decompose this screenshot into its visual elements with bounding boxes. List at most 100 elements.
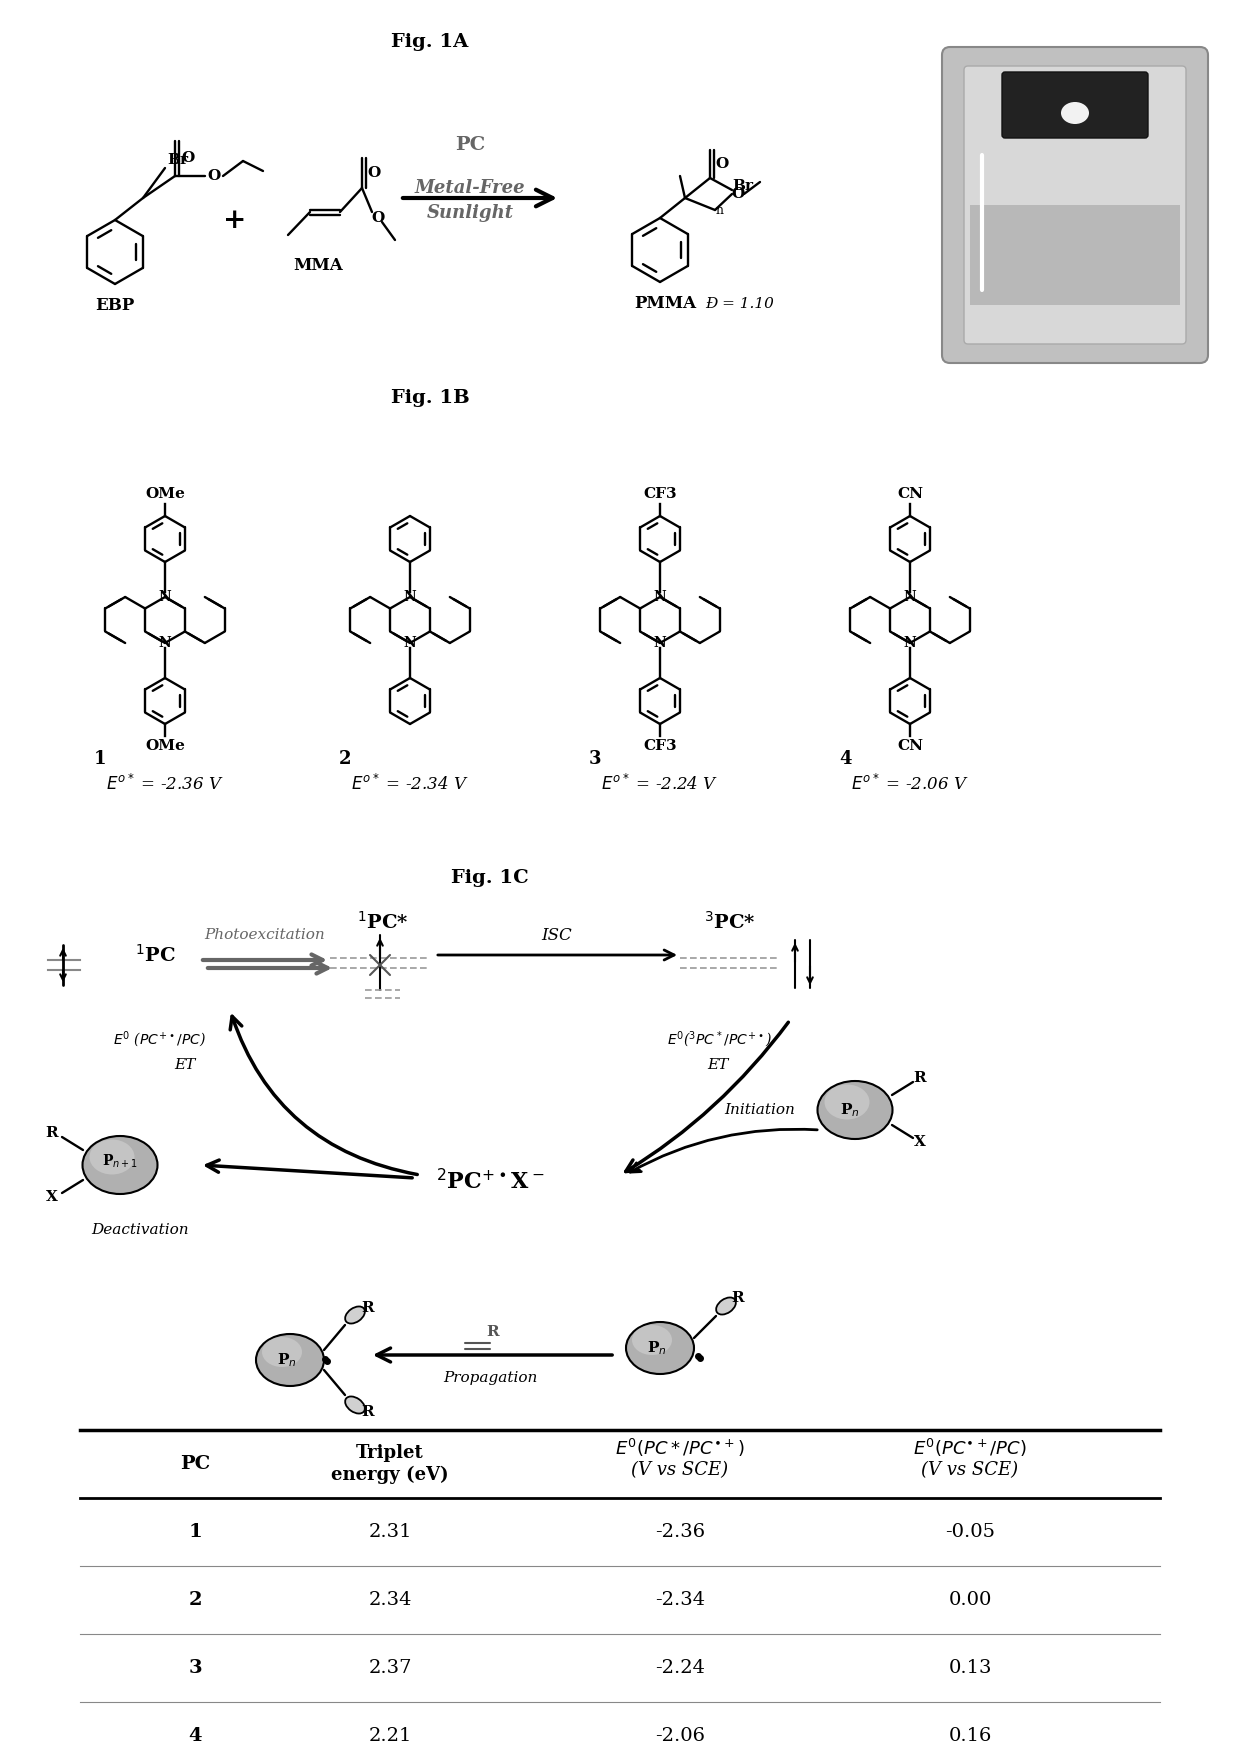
Text: N: N [404, 590, 417, 604]
Ellipse shape [83, 1135, 157, 1193]
Text: $E^{o*}$ = -2.06 V: $E^{o*}$ = -2.06 V [851, 774, 968, 794]
Text: P$_n$: P$_n$ [278, 1352, 296, 1369]
Text: 2.31: 2.31 [368, 1522, 412, 1542]
Text: N: N [159, 590, 171, 604]
Text: O: O [207, 169, 221, 183]
Text: R: R [46, 1126, 58, 1140]
Text: P$_n$: P$_n$ [841, 1102, 859, 1119]
Text: $E^0(PC*/PC^{\bullet+})$
(V vs SCE): $E^0(PC*/PC^{\bullet+})$ (V vs SCE) [615, 1436, 745, 1480]
Text: Br: Br [733, 180, 754, 194]
Text: Metal-Free: Metal-Free [414, 180, 526, 197]
Text: -2.06: -2.06 [655, 1727, 706, 1744]
Text: PC: PC [180, 1456, 210, 1473]
FancyBboxPatch shape [942, 48, 1208, 363]
Text: N: N [404, 635, 417, 649]
Text: -0.05: -0.05 [945, 1522, 994, 1542]
Text: 3: 3 [589, 750, 601, 767]
Text: 4: 4 [839, 750, 852, 767]
Text: R: R [486, 1325, 500, 1339]
Text: OMe: OMe [145, 739, 185, 753]
Text: ET: ET [175, 1058, 196, 1072]
Text: EBP: EBP [95, 297, 135, 315]
Text: PC: PC [455, 136, 485, 153]
Text: -2.36: -2.36 [655, 1522, 706, 1542]
Text: Br: Br [167, 153, 188, 167]
Text: N: N [904, 635, 916, 649]
Text: n: n [715, 204, 724, 216]
Text: Fig. 1B: Fig. 1B [391, 389, 470, 407]
Text: $E^{o*}$ = -2.34 V: $E^{o*}$ = -2.34 V [351, 774, 469, 794]
Text: OMe: OMe [145, 488, 185, 502]
Text: Đ = 1.10: Đ = 1.10 [706, 297, 775, 312]
Ellipse shape [345, 1396, 365, 1413]
Text: Triplet
energy (eV): Triplet energy (eV) [331, 1445, 449, 1484]
Text: X: X [46, 1190, 58, 1204]
Ellipse shape [89, 1139, 134, 1174]
Text: N: N [904, 590, 916, 604]
Text: O: O [367, 165, 381, 180]
Text: 1: 1 [188, 1522, 202, 1542]
Text: CN: CN [897, 488, 923, 502]
Text: R: R [732, 1292, 744, 1304]
Text: 4: 4 [188, 1727, 202, 1744]
Text: N: N [159, 635, 171, 649]
Text: PMMA: PMMA [634, 296, 696, 313]
Ellipse shape [1061, 102, 1089, 123]
Text: -2.34: -2.34 [655, 1591, 706, 1609]
Text: 2.37: 2.37 [368, 1660, 412, 1677]
Ellipse shape [717, 1297, 735, 1315]
Text: R: R [914, 1072, 926, 1084]
Text: P$_{n+1}$: P$_{n+1}$ [102, 1153, 138, 1170]
Text: $E^0(PC^{\bullet+}/PC)$
(V vs SCE): $E^0(PC^{\bullet+}/PC)$ (V vs SCE) [913, 1436, 1027, 1480]
Text: $E^0$ ($PC^{+\bullet}/PC$): $E^0$ ($PC^{+\bullet}/PC$) [114, 1030, 207, 1051]
FancyBboxPatch shape [1002, 72, 1148, 137]
Ellipse shape [825, 1084, 869, 1119]
Text: $^1$PC*: $^1$PC* [357, 912, 409, 933]
Ellipse shape [262, 1338, 303, 1368]
Text: Propagation: Propagation [443, 1371, 537, 1385]
Text: -2.24: -2.24 [655, 1660, 706, 1677]
Text: 2.34: 2.34 [368, 1591, 412, 1609]
Text: $E^{o*}$ = -2.36 V: $E^{o*}$ = -2.36 V [107, 774, 223, 794]
Text: 2: 2 [188, 1591, 202, 1609]
Text: Initiation: Initiation [724, 1104, 795, 1118]
Text: $^1$PC: $^1$PC [135, 943, 175, 966]
Ellipse shape [632, 1325, 672, 1355]
Bar [970, 204, 1180, 304]
Text: O: O [715, 157, 729, 171]
FancyBboxPatch shape [963, 65, 1185, 343]
Ellipse shape [626, 1322, 694, 1375]
Ellipse shape [255, 1334, 324, 1385]
Text: 1: 1 [94, 750, 107, 767]
Text: $^2$PC$^{+\bullet}$X$^-$: $^2$PC$^{+\bullet}$X$^-$ [435, 1169, 544, 1195]
Text: Sunlight: Sunlight [427, 204, 513, 222]
Text: N: N [653, 635, 666, 649]
Text: Photoexcitation: Photoexcitation [205, 928, 325, 942]
Text: X: X [914, 1135, 926, 1149]
Text: 3: 3 [188, 1660, 202, 1677]
Text: CF3: CF3 [644, 488, 677, 502]
Text: 0.16: 0.16 [949, 1727, 992, 1744]
Text: 2.21: 2.21 [368, 1727, 412, 1744]
Text: MMA: MMA [293, 257, 343, 273]
Text: P$_n$: P$_n$ [647, 1339, 667, 1357]
Text: ET: ET [707, 1058, 729, 1072]
Text: $^3$PC*: $^3$PC* [704, 912, 755, 933]
Text: CF3: CF3 [644, 739, 677, 753]
Text: O: O [181, 151, 195, 165]
Text: +: + [223, 206, 247, 234]
Text: Fig. 1C: Fig. 1C [451, 869, 529, 887]
Text: 0.13: 0.13 [949, 1660, 992, 1677]
Text: O: O [371, 211, 384, 225]
Text: Deactivation: Deactivation [92, 1223, 188, 1237]
Text: O: O [732, 187, 745, 201]
Text: N: N [653, 590, 666, 604]
Text: $E^{o*}$ = -2.24 V: $E^{o*}$ = -2.24 V [601, 774, 718, 794]
Text: $E^0$($^3PC^*/PC^{+\bullet}$): $E^0$($^3PC^*/PC^{+\bullet}$) [667, 1030, 773, 1051]
Text: ISC: ISC [542, 926, 573, 943]
Text: R: R [362, 1404, 374, 1419]
Ellipse shape [345, 1306, 365, 1324]
Text: R: R [362, 1301, 374, 1315]
Ellipse shape [817, 1081, 893, 1139]
Text: Fig. 1A: Fig. 1A [392, 33, 469, 51]
